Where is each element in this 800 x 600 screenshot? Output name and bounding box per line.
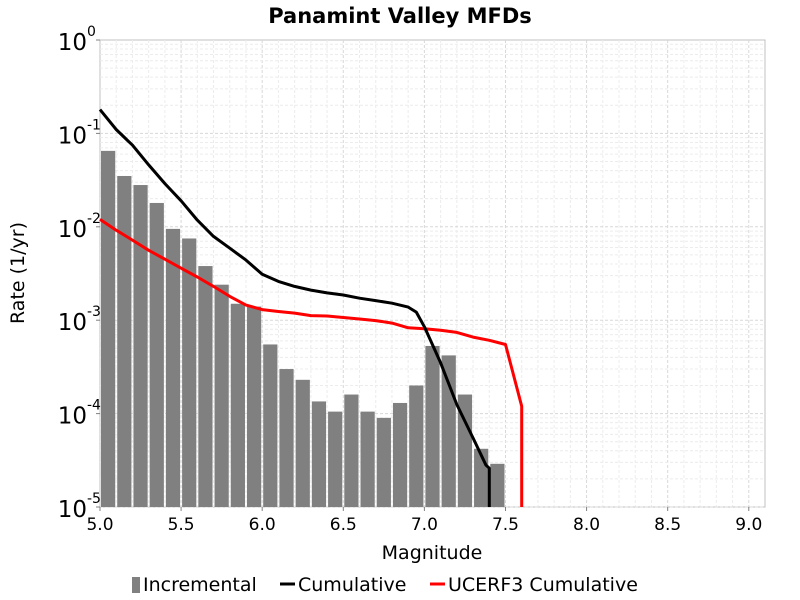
x-tick-label: 7.5	[492, 515, 519, 535]
incremental-bar	[117, 175, 132, 507]
y-tick-exponent: -3	[87, 304, 101, 320]
y-tick-label: 10	[58, 497, 87, 523]
x-tick-label: 8.0	[573, 515, 600, 535]
y-tick-label: 10	[58, 310, 87, 336]
legend-label-ucerf3: UCERF3 Cumulative	[448, 574, 638, 596]
incremental-bar	[425, 345, 440, 507]
incremental-bar	[101, 150, 116, 507]
legend-label-incremental: Incremental	[143, 574, 257, 596]
x-tick-label: 5.0	[86, 515, 113, 535]
y-tick-exponent: -5	[87, 491, 101, 507]
incremental-bar	[457, 394, 473, 507]
legend-swatch-incremental	[132, 577, 140, 593]
x-tick-label: 7.0	[411, 515, 438, 535]
incremental-bar	[295, 379, 310, 507]
y-tick-exponent: -4	[87, 398, 101, 414]
y-tick-exponent: -1	[87, 117, 101, 133]
incremental-bar	[490, 463, 505, 507]
incremental-bar	[376, 417, 391, 507]
x-tick-label: 5.5	[168, 515, 195, 535]
incremental-bar	[360, 411, 375, 507]
y-tick-label: 10	[58, 30, 87, 56]
x-tick-label: 8.5	[654, 515, 681, 535]
incremental-bar	[214, 284, 229, 507]
y-tick-label: 10	[58, 404, 87, 430]
incremental-bar	[409, 385, 424, 507]
incremental-bar	[311, 401, 327, 507]
legend: Incremental Cumulative UCERF3 Cumulative	[132, 574, 638, 596]
y-tick-exponent: 0	[87, 24, 96, 40]
incremental-bar	[279, 369, 294, 507]
x-axis-label: Magnitude	[382, 542, 483, 564]
incremental-bar	[165, 228, 181, 507]
x-tick-label: 6.0	[249, 515, 276, 535]
incremental-bar	[328, 411, 343, 507]
ucerf3-cumulative-line	[99, 218, 524, 507]
y-tick-exponent: -2	[87, 211, 101, 227]
incremental-bar	[344, 394, 359, 507]
incremental-bar	[230, 303, 245, 507]
incremental-bar	[392, 402, 408, 507]
x-tick-label: 9.0	[735, 515, 762, 535]
y-axis-label: Rate (1/yr)	[7, 222, 29, 324]
incremental-bar	[198, 266, 213, 507]
incremental-bar	[133, 185, 148, 507]
legend-label-cumulative: Cumulative	[298, 574, 406, 596]
y-tick-label: 10	[58, 217, 87, 243]
x-axis-ticks: 5.0 5.5 6.0 6.5 7.0 7.5 8.0 8.5 9.0	[86, 507, 762, 535]
incremental-bar	[149, 202, 164, 507]
incremental-bar	[263, 344, 278, 507]
y-tick-label: 10	[58, 123, 87, 149]
chart-title: Panamint Valley MFDs	[268, 4, 532, 28]
cumulative-lines	[98, 108, 524, 507]
incremental-bar	[246, 306, 262, 507]
incremental-bar	[441, 355, 456, 507]
x-tick-label: 6.5	[330, 515, 357, 535]
incremental-bar	[182, 238, 197, 507]
cumulative-line	[98, 108, 491, 507]
